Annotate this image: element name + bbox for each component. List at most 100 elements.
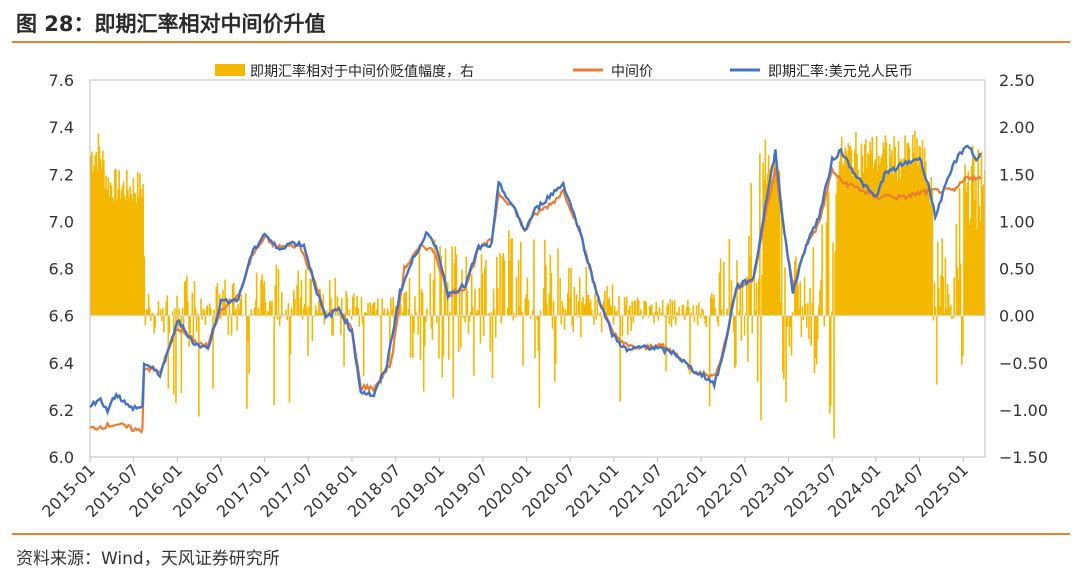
bar bbox=[840, 136, 843, 316]
bar bbox=[744, 313, 747, 316]
legend-label-mid: 中间价 bbox=[611, 64, 653, 80]
bar bbox=[951, 315, 953, 320]
bar bbox=[224, 279, 226, 316]
bar bbox=[290, 307, 293, 316]
bar bbox=[198, 315, 200, 417]
bar bbox=[776, 186, 779, 316]
bar bbox=[168, 315, 171, 333]
bar bbox=[502, 252, 505, 316]
bar bbox=[350, 315, 353, 320]
bar bbox=[700, 315, 702, 319]
bar bbox=[651, 304, 653, 316]
bar bbox=[279, 315, 282, 319]
bar bbox=[976, 229, 978, 316]
bar bbox=[263, 281, 266, 316]
bar bbox=[297, 270, 299, 316]
bar bbox=[475, 313, 477, 316]
bar bbox=[660, 311, 663, 316]
bar bbox=[656, 311, 659, 316]
bar bbox=[254, 300, 257, 316]
bar bbox=[372, 302, 375, 316]
bar bbox=[282, 314, 284, 316]
bar bbox=[140, 188, 142, 316]
bar bbox=[885, 141, 888, 316]
bar bbox=[887, 170, 890, 316]
bar bbox=[174, 308, 176, 316]
bar bbox=[431, 315, 434, 340]
bar bbox=[341, 297, 343, 316]
bar bbox=[697, 302, 700, 316]
right-tick-label: 1.00 bbox=[999, 212, 1035, 231]
bar bbox=[896, 179, 899, 316]
bar bbox=[687, 299, 689, 316]
bar bbox=[509, 260, 511, 316]
bar bbox=[730, 280, 733, 316]
bar bbox=[726, 308, 728, 316]
bar bbox=[545, 264, 547, 316]
bar bbox=[518, 305, 521, 316]
bar bbox=[874, 158, 877, 316]
bar bbox=[225, 308, 227, 316]
bar bbox=[407, 309, 410, 316]
bar bbox=[90, 155, 92, 316]
left-tick-label: 7.2 bbox=[49, 165, 74, 184]
bar bbox=[852, 167, 855, 316]
bar bbox=[176, 295, 178, 316]
bar bbox=[606, 285, 608, 316]
bar bbox=[926, 183, 928, 316]
bar bbox=[195, 315, 198, 332]
bar bbox=[94, 155, 96, 316]
bar bbox=[408, 278, 411, 316]
bar bbox=[964, 164, 966, 316]
bar bbox=[905, 165, 907, 316]
bar bbox=[743, 315, 746, 336]
bar bbox=[948, 307, 951, 316]
bar bbox=[633, 300, 636, 316]
bar bbox=[740, 315, 743, 341]
bar bbox=[702, 310, 704, 316]
bar bbox=[287, 302, 290, 316]
bar bbox=[719, 258, 722, 316]
bar bbox=[906, 143, 909, 316]
bar bbox=[636, 297, 639, 316]
bar bbox=[629, 305, 631, 316]
bar bbox=[269, 300, 271, 316]
bar bbox=[138, 197, 140, 316]
bar bbox=[789, 315, 792, 327]
right-tick-label: −1.00 bbox=[999, 401, 1048, 420]
bar bbox=[118, 170, 120, 316]
bar bbox=[264, 302, 267, 316]
bar bbox=[429, 273, 432, 316]
bar bbox=[521, 311, 523, 316]
bar bbox=[580, 315, 582, 338]
right-tick-label: −1.50 bbox=[999, 448, 1048, 467]
bar bbox=[414, 296, 416, 316]
bar bbox=[563, 315, 566, 330]
bar bbox=[339, 315, 342, 335]
bar bbox=[539, 310, 542, 316]
bar bbox=[581, 302, 583, 316]
bar bbox=[152, 312, 154, 316]
bar bbox=[150, 315, 152, 321]
bar bbox=[716, 315, 719, 322]
bar bbox=[777, 193, 780, 316]
bar bbox=[960, 315, 963, 365]
bar bbox=[652, 314, 654, 316]
bar bbox=[856, 153, 858, 316]
bar bbox=[621, 315, 624, 337]
bar bbox=[410, 313, 413, 316]
bar bbox=[258, 307, 260, 316]
bar bbox=[876, 171, 879, 316]
bar bbox=[623, 297, 626, 316]
bar bbox=[728, 239, 731, 316]
bar bbox=[108, 196, 111, 316]
bar bbox=[188, 315, 190, 347]
bar bbox=[489, 315, 492, 352]
bar bbox=[839, 151, 842, 316]
bar bbox=[544, 239, 546, 316]
bar bbox=[895, 171, 898, 316]
page-title: 图 28：即期汇率相对中间价升值 bbox=[16, 12, 326, 36]
legend-label-spot: 即期汇率:美元兑人民币 bbox=[768, 63, 913, 80]
bar bbox=[148, 307, 151, 316]
